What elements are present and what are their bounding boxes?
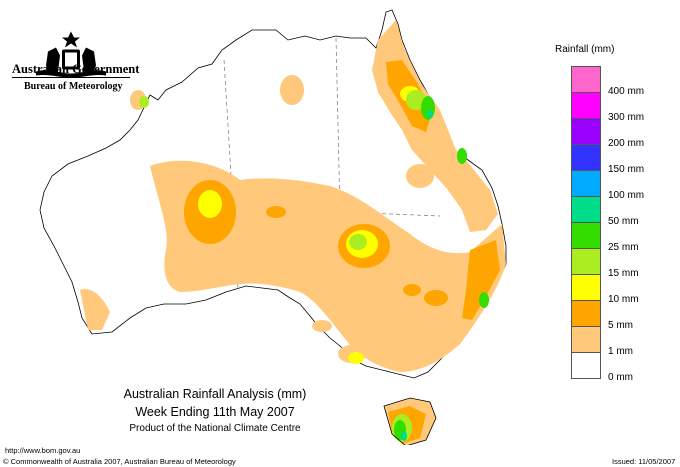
legend-label: 10 mm xyxy=(608,294,639,305)
map-period: Week Ending 11th May 2007 xyxy=(135,405,295,419)
website-link[interactable]: http://www.bom.gov.au xyxy=(5,446,81,455)
legend-swatch xyxy=(571,248,601,274)
legend-label: 400 mm xyxy=(608,86,645,97)
legend-swatch xyxy=(571,326,601,352)
government-title: Australian Government xyxy=(12,62,140,76)
legend-label: 100 mm xyxy=(608,190,645,201)
legend-swatch xyxy=(571,144,601,170)
map-product-line: Product of the National Climate Centre xyxy=(129,423,301,434)
legend-swatch xyxy=(571,170,601,196)
bureau-name: Bureau of Meteorology xyxy=(24,81,123,92)
legend-swatch xyxy=(571,66,601,92)
legend-swatch xyxy=(571,222,601,248)
legend-label: 15 mm xyxy=(608,268,639,279)
legend-swatch xyxy=(571,274,601,300)
issued-date: Issued: 11/05/2007 xyxy=(612,457,676,466)
legend-label: 5 mm xyxy=(608,320,633,331)
legend-label: 150 mm xyxy=(608,164,645,175)
legend-label: 200 mm xyxy=(608,138,645,149)
map-title: Australian Rainfall Analysis (mm) xyxy=(123,387,307,401)
coat-of-arms-icon xyxy=(36,31,106,78)
legend-label: 0 mm xyxy=(608,372,633,383)
legend-label: 25 mm xyxy=(608,242,639,253)
legend-label: 1 mm xyxy=(608,346,633,357)
tasmania-outline xyxy=(383,397,437,445)
rainfall-50mm-areas xyxy=(401,110,433,441)
legend-label: 50 mm xyxy=(608,216,639,227)
legend-title: Rainfall (mm) xyxy=(555,44,615,55)
legend-swatch xyxy=(571,352,601,379)
australia-rainfall-map xyxy=(39,9,507,445)
header-divider xyxy=(12,77,130,78)
rainfall-legend xyxy=(571,66,601,379)
copyright-notice: © Commonwealth of Australia 2007, Austra… xyxy=(3,457,236,466)
legend-swatch xyxy=(571,92,601,118)
legend-swatch xyxy=(571,196,601,222)
legend-label: 300 mm xyxy=(608,112,645,123)
legend-swatch xyxy=(571,300,601,326)
legend-swatch xyxy=(571,118,601,144)
